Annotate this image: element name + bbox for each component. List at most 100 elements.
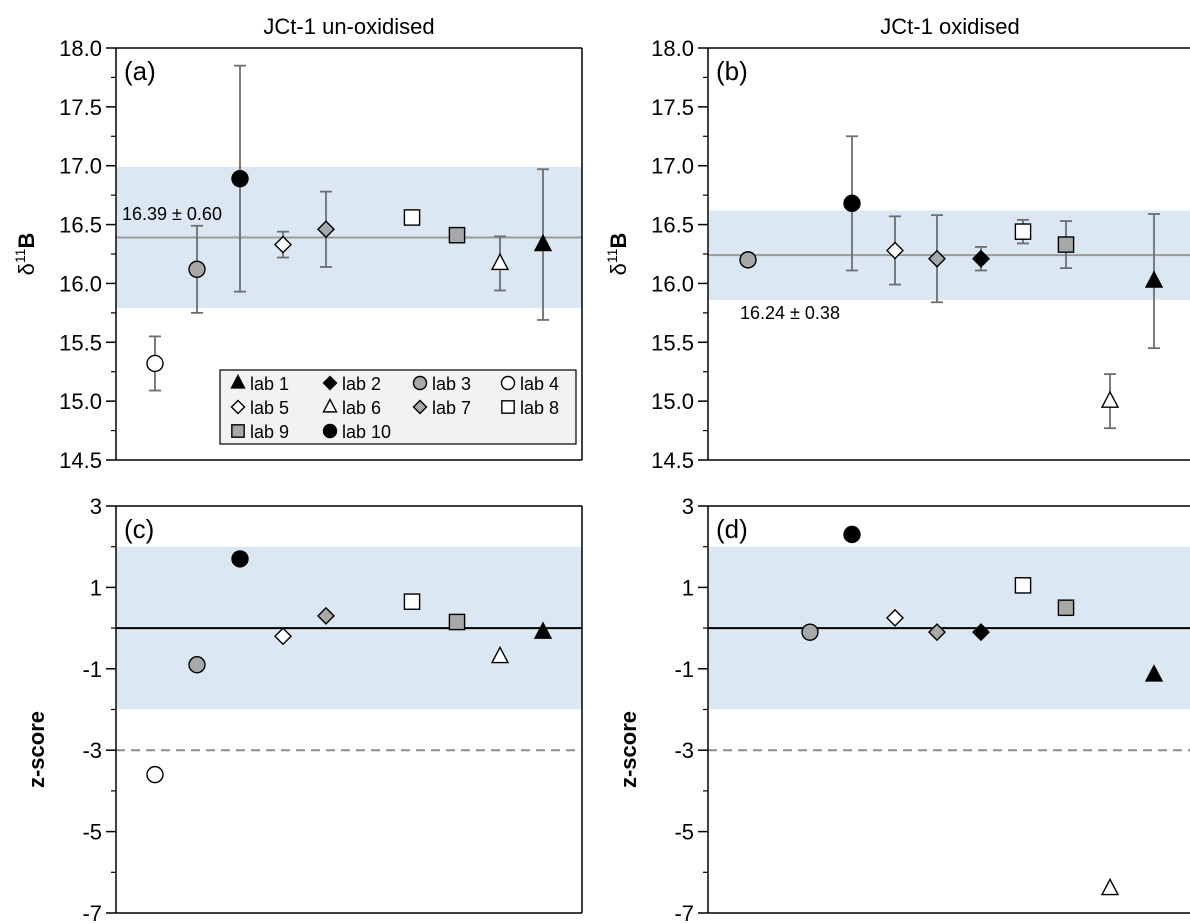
data-point-lab-9 [1057,599,1075,617]
data-point-lab-10 [231,169,249,188]
legend-label: lab 4 [520,374,559,394]
y-tick-label: 14.5 [59,448,102,473]
legend-label: lab 6 [342,398,381,418]
data-point-lab-8 [403,593,421,610]
data-point-lab-6 [490,252,510,271]
y-tick-label: 15.5 [651,330,694,355]
data-point-lab-6 [1100,877,1120,896]
y-axis-label: δ11B [12,233,39,276]
legend-marker-lab-2 [322,375,338,391]
data-point-lab-6 [1100,390,1120,408]
legend-label: lab 2 [342,374,381,394]
data-point-lab-4 [146,354,164,373]
data-point-lab-1 [533,621,553,639]
data-point-lab-3 [739,251,757,269]
panel-a: 14.5 15.0 15.5 16.0 16.5 17.0 17.5 18.0 δ11B (a) J… [12,14,583,473]
y-label-superscript: 11 [604,248,620,263]
y-tick-label: 15.0 [59,389,102,414]
legend-marker-lab-1 [230,374,246,389]
reference-label: 16.24 ± 0.38 [740,303,840,323]
legend-marker-lab-8 [501,400,515,414]
data-point-lab-3 [801,623,819,641]
data-point-lab-1 [1144,270,1164,288]
legend-label: lab 8 [520,398,559,418]
data-point-lab-2 [972,623,990,642]
data-point-lab-9 [448,226,466,244]
data-point-lab-10 [843,525,861,544]
y-axis-label: z-score [24,711,49,788]
data-point-lab-7 [928,249,946,268]
y-axis-label: z-score [616,711,641,788]
y-tick-label: 16.5 [651,213,694,238]
y-tick-label: 15.5 [59,330,102,355]
y-tick-label: 16.0 [59,271,102,296]
y-label-delta: δ [14,263,39,275]
y-tick-label: 18.0 [651,36,694,61]
legend-label: lab 10 [342,422,391,442]
y-tick-label: -7 [82,901,102,923]
y-tick-label: -1 [82,657,102,682]
reference-label: 16.39 ± 0.60 [122,204,222,224]
data-point-lab-7 [928,623,946,642]
y-tick-label: 15.0 [651,389,694,414]
data-point-lab-5 [274,235,292,254]
legend-marker-lab-9 [231,424,245,438]
y-tick-label: -3 [82,738,102,763]
data-point-lab-1 [533,233,553,252]
panel-label: (a) [124,56,156,86]
panel-label: (c) [124,514,154,544]
legend-box [219,369,577,445]
y-tick-label: 17.0 [59,154,102,179]
data-point-lab-9 [1057,236,1075,253]
legend-label: lab 9 [250,422,289,442]
panel-label: (d) [716,514,748,544]
legend-label: lab 5 [250,398,289,418]
y-tick-label: -1 [674,657,694,682]
data-point-lab-10 [231,550,249,568]
data-point-lab-6 [490,645,510,664]
panel-label: (b) [716,56,748,86]
y-tick-label: 16.0 [651,271,694,296]
legend-marker-lab-5 [230,399,246,415]
data-point-lab-5 [886,608,904,627]
y-tick-label: -7 [674,901,694,923]
legend-label: lab 3 [432,374,471,394]
data-point-lab-10 [843,194,861,213]
data-point-lab-8 [1014,577,1032,594]
y-tick-label: -3 [674,738,694,763]
y-tick-label: -5 [674,820,694,845]
data-point-lab-8 [403,209,421,226]
data-point-lab-3 [188,656,206,674]
chart-title: JCt-1 un-oxidised [263,14,434,39]
y-tick-label: 17.5 [651,95,694,120]
data-point-lab-7 [317,220,335,239]
data-point-lab-5 [886,241,904,260]
panel-d: -7 -5 -3 -1 1 3 z-score (d) [616,494,1190,923]
data-point-lab-5 [274,627,292,646]
y-tick-label: 17.5 [59,95,102,120]
data-point-lab-8 [1014,223,1032,240]
y-label-element: B [14,233,39,249]
y-tick-label: 1 [90,575,102,600]
legend-label: lab 1 [250,374,289,394]
y-tick-label: 17.0 [651,154,694,179]
y-tick-label: 16.5 [59,213,102,238]
y-label-superscript: 11 [12,248,28,263]
y-tick-label: 18.0 [59,36,102,61]
data-point-lab-3 [188,260,206,279]
legend-label: lab 7 [432,398,471,418]
y-tick-label: 14.5 [651,448,694,473]
y-label-delta: δ [606,263,631,275]
y-tick-label: 1 [682,575,694,600]
data-point-lab-4 [146,765,164,784]
data-point-lab-2 [972,249,990,268]
y-label-element: B [606,233,631,249]
y-axis-label: δ11B [604,233,631,276]
data-point-lab-1 [1144,664,1164,682]
legend-marker-lab-6 [322,398,338,413]
panel-c: -7 -5 -3 -1 1 3 z-score (c) [24,494,583,923]
chart-title: JCt-1 oxidised [880,14,1019,39]
panel-b: 14.5 15.0 15.5 16.0 16.5 17.0 17.5 18.0 δ11B (b) J… [604,14,1190,473]
